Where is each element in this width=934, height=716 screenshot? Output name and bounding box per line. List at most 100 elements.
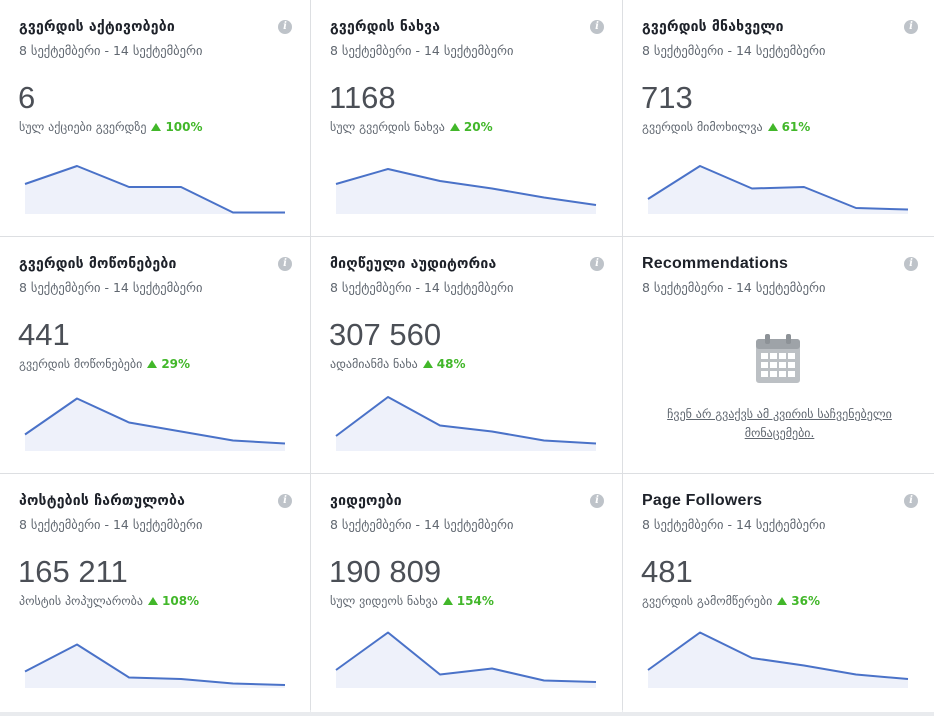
metric-value: 713 [641,80,693,115]
info-icon[interactable]: i [590,20,604,34]
sparkline-chart [24,397,286,451]
metric-value: 441 [18,317,70,352]
card-title: მიღწეული აუდიტორია [330,256,497,272]
metric-value: 165 211 [18,554,128,589]
date-range: 8 სექტემბერი - 14 სექტემბერი [642,280,826,295]
delta-value: 108% [162,594,200,608]
metric-value: 6 [18,80,36,115]
info-icon[interactable]: i [904,257,918,271]
metric-label: ადამიანმა ნახა [330,357,418,371]
arrow-up-icon [151,123,162,131]
date-range: 8 სექტემბერი - 14 სექტემბერი [330,280,514,295]
delta-value: 36% [791,594,821,608]
info-icon[interactable]: i [904,494,918,508]
sparkline-area [336,397,596,451]
card-title: გვერდის მოწონებები [19,256,177,272]
info-icon[interactable]: i [590,257,604,271]
sparkline-area [336,169,596,214]
card-title: ვიდეოები [330,493,402,509]
card-videos[interactable]: ვიდეოები i 8 სექტემბერი - 14 სექტემბერი … [311,474,622,712]
sparkline-chart [335,631,597,688]
info-icon[interactable]: i [278,257,292,271]
sparkline-area [336,632,596,688]
card-page-previews[interactable]: გვერდის მნახველი i 8 სექტემბერი - 14 სექ… [623,0,934,236]
card-page-views[interactable]: გვერდის ნახვა i 8 სექტემბერი - 14 სექტემ… [311,0,622,236]
metric-label: გვერდის მიმოხილვა [642,120,763,134]
metric-label: გვერდის გამომწერები [642,594,773,608]
info-icon[interactable]: i [278,494,292,508]
info-icon[interactable]: i [278,20,292,34]
sparkline-line [335,631,597,683]
delta-badge: 20% [449,120,493,134]
metric-value: 481 [641,554,693,589]
arrow-up-icon [449,123,460,131]
date-range: 8 სექტემბერი - 14 სექტემბერი [330,43,514,58]
sparkline-line [335,396,597,445]
sparkline-area [648,632,908,688]
sparkline-line [647,165,909,211]
sparkline-chart [647,165,909,214]
delta-badge: 100% [151,120,203,134]
info-icon[interactable]: i [904,20,918,34]
arrow-up-icon [767,123,778,131]
metric-label: სულ აქციები გვერდზე [19,120,147,134]
date-range: 8 სექტემბერი - 14 სექტემბერი [19,517,203,532]
metric-value: 307 560 [329,317,442,352]
sparkline-line [335,168,597,206]
arrow-up-icon [442,597,453,605]
metric-label: პოსტის პოპულარობა [19,594,143,608]
delta-badge: 36% [777,594,820,608]
card-recommendations[interactable]: Recommendations i 8 სექტემბერი - 14 სექტ… [623,237,934,473]
sparkline-chart [335,168,597,214]
metric-label-row: გვერდის გამომწერები 36% [642,594,820,608]
date-range: 8 სექტემბერი - 14 სექტემბერი [330,517,514,532]
sparkline-chart [24,643,286,688]
sparkline-line [24,165,285,214]
card-title: Recommendations [642,255,789,272]
empty-state-message[interactable]: ჩვენ არ გვაქვს ამ კვირის საჩვენებელი მონ… [667,407,892,440]
card-title: გვერდის მნახველი [642,19,784,35]
delta-value: 29% [161,357,191,371]
card-post-engagement[interactable]: პოსტების ჩართულობა i 8 სექტემბერი - 14 ს… [0,474,310,712]
delta-badge: 48% [422,357,466,371]
metric-value: 190 809 [329,554,442,589]
calendar-icon [756,334,800,383]
delta-badge: 29% [147,357,190,371]
delta-value: 154% [456,594,494,608]
delta-value: 48% [436,357,466,371]
card-title: გვერდის აქტივობები [19,19,175,35]
card-reach[interactable]: მიღწეული აუდიტორია i 8 სექტემბერი - 14 ს… [311,237,622,473]
delta-badge: 154% [442,594,494,608]
metric-label: სულ ვიდეოს ნახვა [330,594,438,608]
metric-label-row: სულ ვიდეოს ნახვა 154% [330,594,494,608]
sparkline-chart [647,631,909,688]
arrow-up-icon [148,597,158,605]
arrow-up-icon [422,360,433,368]
info-icon[interactable]: i [590,494,604,508]
sparkline-line [647,631,909,680]
delta-value: 20% [463,120,493,134]
metric-label-row: გვერდის მოწონებები 29% [19,357,190,371]
delta-value: 61% [781,120,811,134]
card-page-followers[interactable]: Page Followers i 8 სექტემბერი - 14 სექტე… [623,474,934,712]
card-page-likes[interactable]: გვერდის მოწონებები i 8 სექტემბერი - 14 ს… [0,237,310,473]
metric-label-row: პოსტის პოპულარობა 108% [19,594,199,608]
date-range: 8 სექტემბერი - 14 სექტემბერი [19,280,203,295]
delta-badge: 108% [148,594,199,608]
card-title: Page Followers [642,492,763,509]
date-range: 8 სექტემბერი - 14 სექტემბერი [642,43,826,58]
card-page-actions[interactable]: გვერდის აქტივობები i 8 სექტემბერი - 14 ს… [0,0,310,236]
arrow-up-icon [777,597,788,605]
sparkline-area [25,644,285,688]
metric-label-row: სულ აქციები გვერდზე 100% [19,120,203,134]
metric-label: სულ გვერდის ნახვა [330,120,445,134]
sparkline-chart [335,396,597,451]
metric-label-row: სულ გვერდის ნახვა 20% [330,120,493,134]
metric-label-row: გვერდის მიმოხილვა 61% [642,120,810,134]
metric-label: გვერდის მოწონებები [19,357,143,371]
sparkline-line [24,397,286,445]
sparkline-area [648,166,908,214]
sparkline-line [24,643,286,686]
card-title: გვერდის ნახვა [330,19,441,35]
